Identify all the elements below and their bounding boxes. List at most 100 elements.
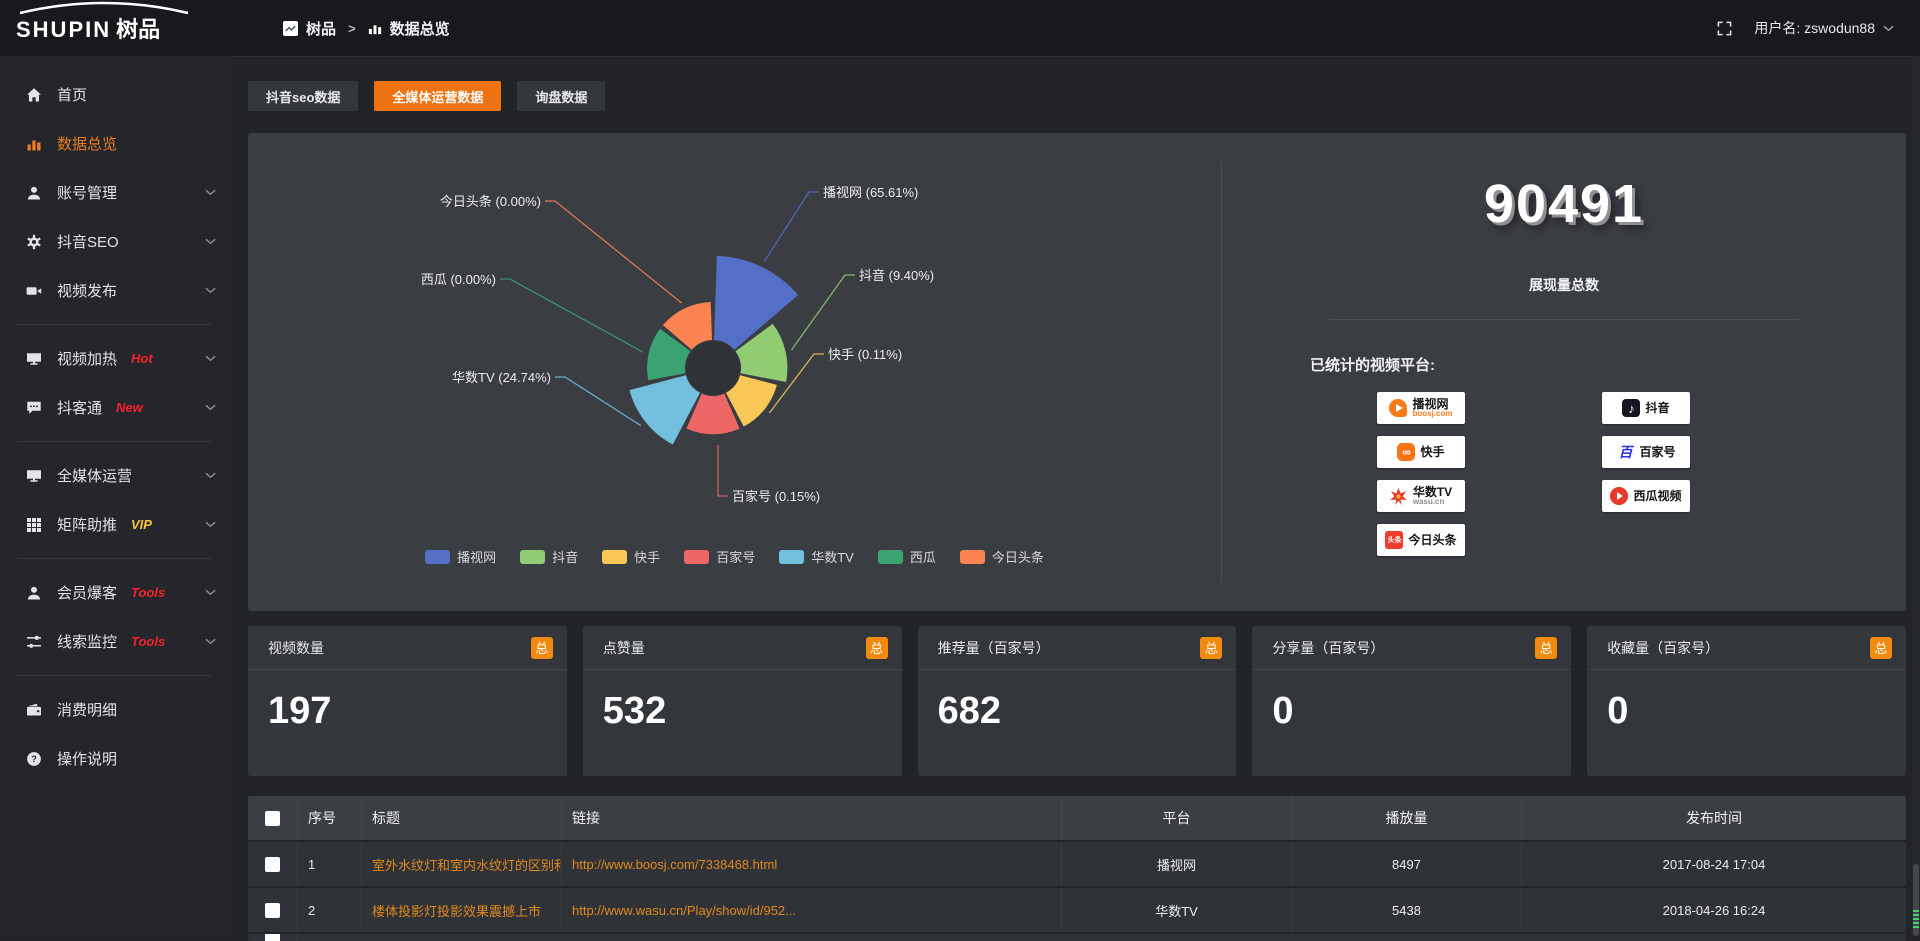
pie-label-今日头条: 今日头条 (0.00%): [440, 191, 541, 210]
chevron-down-icon: [205, 638, 216, 645]
table-row: 1室外水纹灯和室内水纹灯的区别和简介http://www.boosj.com/7…: [248, 840, 1906, 886]
monitor-icon: [26, 351, 42, 367]
legend-item-西瓜[interactable]: 西瓜: [878, 547, 936, 566]
column-header-播放量: 播放量: [1292, 796, 1522, 840]
video-camera-icon: [26, 283, 42, 299]
legend-swatch: [878, 550, 903, 564]
cell-published-time: 2018-04-26 16:24: [1522, 888, 1906, 932]
chevron-down-icon: [205, 238, 216, 245]
stat-card-title: 点赞量: [603, 638, 645, 658]
legend-item-播视网[interactable]: 播视网: [425, 547, 496, 566]
legend-item-今日头条[interactable]: 今日头条: [960, 547, 1044, 566]
platforms-title: 已统计的视频平台:: [1310, 354, 1906, 375]
sidebar-item-首页[interactable]: 首页: [0, 70, 230, 119]
sidebar-item-抖音SEO[interactable]: 抖音SEO: [0, 217, 230, 266]
breadcrumb-root[interactable]: 树品: [306, 18, 336, 39]
chevron-down-icon: [205, 355, 216, 362]
cell-title-link[interactable]: 室外水纹灯和室内水纹灯的区别和简介: [362, 842, 562, 886]
sidebar-divider: [18, 441, 212, 442]
legend-item-快手[interactable]: 快手: [602, 547, 660, 566]
xigua-logo-icon: [1610, 487, 1628, 505]
total-badge[interactable]: 总: [531, 637, 553, 659]
total-badge[interactable]: 总: [1535, 637, 1557, 659]
legend-label: 快手: [634, 547, 660, 566]
row-checkbox[interactable]: [265, 857, 280, 872]
sidebar-item-消费明细[interactable]: 消费明细: [0, 685, 230, 734]
legend-item-百家号[interactable]: 百家号: [684, 547, 755, 566]
chevron-down-icon: [205, 189, 216, 196]
scrollbar-track[interactable]: [1912, 56, 1920, 936]
row-checkbox[interactable]: [265, 903, 280, 918]
total-badge[interactable]: 总: [1870, 637, 1892, 659]
sidebar-item-数据总览[interactable]: 数据总览: [0, 119, 230, 168]
fullscreen-icon[interactable]: [1717, 21, 1732, 36]
total-badge[interactable]: 总: [1200, 637, 1222, 659]
legend-swatch: [520, 550, 545, 564]
stat-card-value: 0: [1252, 670, 1571, 733]
cell-url-link[interactable]: http://www.wasu.cn/Play/show/id/952...: [562, 888, 1062, 932]
tab-询盘数据[interactable]: 询盘数据: [517, 81, 605, 111]
boosj-logo-icon: [1389, 399, 1407, 417]
platform-badge-西瓜视频: 西瓜视频: [1602, 480, 1690, 512]
stat-card-value: 682: [918, 670, 1237, 733]
sidebar-tag-VIP: VIP: [131, 517, 152, 532]
chat-icon: [26, 400, 42, 416]
bar-chart-icon: [368, 21, 382, 35]
tab-全媒体运营数据[interactable]: 全媒体运营数据: [374, 81, 501, 111]
cell-title-link[interactable]: 楼体投影灯投影效果震撼上市: [362, 888, 562, 932]
pie-label-西瓜: 西瓜 (0.00%): [421, 269, 496, 288]
legend-swatch: [960, 550, 985, 564]
platform-badge-label: 今日头条: [1408, 534, 1456, 547]
pie-leader-line: [718, 445, 728, 496]
select-all-checkbox[interactable]: [265, 811, 280, 826]
pie-slice-华数TV[interactable]: [630, 375, 701, 444]
sidebar-tag-Tools: Tools: [131, 585, 165, 600]
pie-label-华数TV: 华数TV (24.74%): [452, 367, 551, 386]
stat-card-header: 分享量（百家号）总: [1252, 626, 1571, 670]
tab-抖音seo数据[interactable]: 抖音seo数据: [248, 81, 358, 111]
cell-seq: 1: [298, 842, 362, 886]
pie-label-播视网: 播视网 (65.61%): [823, 182, 918, 201]
platform-badge-subtext: wasu.cn: [1413, 498, 1445, 506]
sidebar-divider: [18, 558, 212, 559]
stat-card-title: 推荐量（百家号）: [938, 638, 1050, 658]
cell-url-link[interactable]: http://www.boosj.com/7338468.html: [562, 842, 1062, 886]
legend-label: 今日头条: [992, 547, 1044, 566]
breadcrumb: 树品 > 数据总览: [283, 18, 450, 39]
sidebar-item-视频发布[interactable]: 视频发布: [0, 266, 230, 315]
platform-badge-label: 抖音: [1645, 402, 1669, 415]
sidebar-item-操作说明[interactable]: ?操作说明: [0, 734, 230, 783]
legend-item-华数TV[interactable]: 华数TV: [779, 547, 854, 566]
stat-card-header: 推荐量（百家号） 总: [918, 626, 1237, 670]
table-row-partial: [248, 932, 1906, 941]
username-label[interactable]: 用户名: zswodun88: [1754, 18, 1875, 38]
breadcrumb-current: 数据总览: [390, 18, 450, 39]
row-checkbox[interactable]: [265, 934, 280, 941]
column-header-发布时间: 发布时间: [1522, 796, 1906, 840]
pie-leader-line: [555, 377, 641, 426]
logo-suffix: 树品: [116, 17, 160, 42]
chevron-down-icon[interactable]: [1883, 25, 1894, 32]
sidebar-item-账号管理[interactable]: 账号管理: [0, 168, 230, 217]
stat-card-header: 收藏量（百家号）总: [1587, 626, 1906, 670]
platform-badge-快手: ∞快手: [1377, 436, 1465, 468]
sidebar-item-全媒体运营[interactable]: 全媒体运营: [0, 451, 230, 500]
chevron-down-icon: [205, 472, 216, 479]
cell-plays: 5438: [1292, 888, 1522, 932]
platform-badge-百家号: 百百家号: [1602, 436, 1690, 468]
main-content: 抖音seo数据全媒体运营数据询盘数据 播视网 (65.61%)抖音 (9.40%…: [230, 56, 1912, 936]
legend-item-抖音[interactable]: 抖音: [520, 547, 578, 566]
overview-panel: 播视网 (65.61%)抖音 (9.40%)快手 (0.11%)百家号 (0.1…: [248, 133, 1906, 611]
platform-badge-今日头条: 头条今日头条: [1377, 524, 1465, 556]
pie-slice-播视网[interactable]: [714, 256, 798, 350]
column-header-平台: 平台: [1062, 796, 1292, 840]
total-badge[interactable]: 总: [866, 637, 888, 659]
